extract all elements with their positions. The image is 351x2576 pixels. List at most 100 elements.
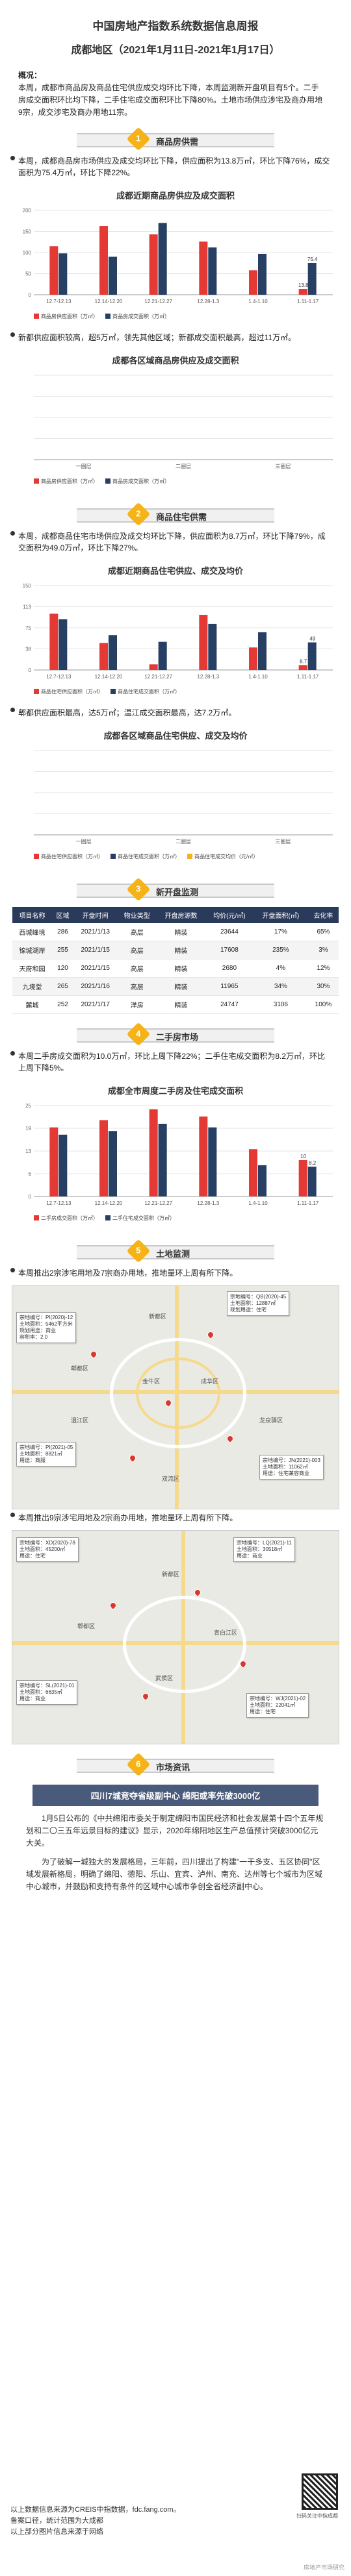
table-row[interactable]: 九境堂 265 2021/1/16 高层 精装 11965 34% 30% (12, 977, 339, 996)
legend-label: 商品住宅成交面积（万㎡） (118, 853, 180, 860)
table-cell: 高层 (117, 959, 157, 978)
news-paragraph-2: 为了破解一城独大的发展格局，三年前，四川提出了构建"一干多支、五区协同"区域发展… (26, 1857, 323, 1891)
s2-chart-2: 成都各区域商品住宅供应、成交及均价 一圈层 二圈层 三圈层 商品住宅供应面积（万㎡） 商… (12, 725, 339, 869)
legend-label: 商品住宅成交均价（元/㎡） (194, 853, 258, 860)
legend-swatch (34, 854, 39, 859)
table-cell: 西城峰境 (12, 923, 52, 941)
bar (149, 1109, 158, 1196)
table-row[interactable]: 麓城 252 2021/1/17 洋房 精装 24747 3106 100% (12, 995, 339, 1014)
table-cell: 34% (253, 977, 308, 996)
table-row[interactable]: 天府和园 120 2021/1/15 高层 精装 2680 4% 12% (12, 959, 339, 978)
section-banner-5: 5 土地监测 (0, 1239, 351, 1265)
land-pin[interactable] (108, 1600, 118, 1611)
table-cell: 洋房 (117, 995, 157, 1014)
s1-chart-2: 成都各区域商品房供应及成交面积 一圈层 二圈层 三圈层 商品房供应面积（万㎡） 商品房成… (12, 350, 339, 494)
legend-label: 商品房供应面积（万㎡） (41, 313, 98, 319)
table-header-cell: 开盘时间 (73, 907, 118, 923)
land-pin[interactable] (88, 1349, 99, 1359)
s5-bullet-1: 本周推出2宗涉宅用地及7宗商办用地，推地量环上周有所下降。 (0, 1265, 351, 1282)
bar (258, 253, 266, 295)
section-number: 3 (136, 884, 141, 894)
table-header-cell: 开盘房源数 (157, 907, 205, 923)
bar (249, 647, 257, 670)
x-tick-label: 三圈层 (275, 464, 291, 469)
section-number: 4 (136, 1028, 141, 1039)
bar (99, 643, 108, 670)
bar (298, 665, 307, 670)
x-tick-label: 二圈层 (176, 464, 191, 469)
land-pin[interactable] (205, 1330, 216, 1340)
legend-swatch (34, 314, 39, 319)
x-tick-label: 12.7-12.13 (46, 674, 72, 680)
land-supply-map[interactable]: 新都区 郫都区 金牛区 成华区 龙泉驿区 双流区 温江区 宗地编号：PI(202… (12, 1285, 339, 1509)
table-header-cell: 物业类型 (117, 907, 157, 923)
table-cell: 高层 (117, 923, 157, 941)
news-paragraph-1: 1月5日公布的《中共绵阳市委关于制定绵阳市国民经济和社会发展第十四个五年规划和二… (26, 1814, 324, 1848)
bar (58, 253, 68, 295)
footer: 以上数据信息来源为CREIS中指数据，fdc.fang.com。 备案口径，统计… (0, 2505, 351, 2538)
land-callout: 宗地编号：XD(2020)-78 土地面积：45200㎡ 用途：住宅 (16, 1537, 79, 1562)
table-cell: 2021/1/15 (73, 941, 118, 960)
map-label: 金牛区 (142, 1378, 161, 1385)
x-tick-label: 1.11-1.17 (297, 674, 319, 680)
s2-bullet-2: 郫都供应面积最高，达5万㎡；温江成交面积最高，达7.2万㎡。 (0, 704, 351, 721)
data-label: 75.4 (307, 256, 318, 262)
table-row[interactable]: 锦城湖岸 255 2021/1/15 高层 精装 17608 235% 3% (12, 941, 339, 960)
bar (58, 619, 68, 670)
table-cell: 4% (253, 959, 308, 978)
bar (199, 615, 208, 670)
table-cell: 2680 (205, 959, 254, 978)
x-tick-label: 12.14-12.20 (95, 674, 123, 680)
legend-swatch (110, 689, 116, 694)
table-header-cell: 区域 (51, 907, 74, 923)
section-banner-3: 3 新开盘监测 (0, 877, 351, 903)
table-cell: 九境堂 (12, 977, 52, 996)
table-cell: 精装 (157, 923, 205, 941)
land-callout: 宗地编号：JN(2021)-003 土地面积：11062㎡ 用途：住宅兼容商业 (259, 1455, 324, 1480)
x-tick-label: 1.11-1.17 (297, 299, 319, 304)
table-cell: 252 (51, 995, 74, 1014)
table-cell: 120 (51, 959, 74, 978)
section-number: 2 (136, 508, 141, 519)
y-tick-label: 150 (23, 583, 32, 589)
land-pin[interactable] (225, 1433, 235, 1444)
land-pin[interactable] (192, 1587, 203, 1598)
legend-swatch (105, 478, 110, 484)
bar (307, 262, 317, 295)
land-pin[interactable] (127, 1453, 138, 1463)
map-label: 郫都区 (77, 1623, 96, 1629)
bar (208, 1127, 217, 1196)
land-deal-map[interactable]: 新都区 郫都区 青白江区 武侯区 宗地编号：XD(2020)-78 土地面积：4… (12, 1530, 339, 1744)
land-pin[interactable] (140, 1691, 151, 1702)
legend-swatch (34, 689, 39, 694)
news-headline[interactable]: 四川7城竞夺省级副中心 绵阳或率先破3000亿 (32, 1785, 318, 1806)
data-label: 8.2 (309, 1160, 317, 1166)
map-label: 郫都区 (71, 1365, 89, 1372)
bar (49, 613, 58, 670)
s4-chart-1: 成都全市周度二手房及住宅成交面积 0 6 13 19 25 12.7-12.13 12.14… (12, 1080, 339, 1231)
land-callout: 宗地编号：PI(2020)-12 土地面积：5462平方米 规划用途：商业 容积… (16, 1312, 77, 1343)
section-banner-1: 1 商品房供需 (0, 127, 351, 153)
table-header-cell: 项目名称 (12, 907, 52, 923)
y-tick-label: 200 (23, 208, 32, 214)
y-tick-label: 150 (23, 229, 32, 235)
y-tick-label: 100 (23, 250, 32, 256)
table-cell: 3% (307, 941, 339, 960)
chart-title: 成都近期商品住宅供应、成交及均价 (107, 566, 243, 576)
qr-note: 扫码关注中指成都 (296, 2513, 338, 2519)
bar (149, 664, 158, 670)
x-tick-label: 12.7-12.13 (46, 1200, 72, 1206)
data-label: 13.8 (298, 282, 309, 288)
bar (49, 1127, 58, 1196)
qr-code (302, 2473, 338, 2510)
table-row[interactable]: 西城峰境 286 2021/1/13 高层 精装 23644 17% 65% (12, 923, 339, 941)
table-header-cell: 开盘面积(㎡) (253, 907, 308, 923)
bar (298, 1160, 307, 1196)
overview-text: 本周，成都市商品房及商品住宅供应成交均环比下降，本周监测新开盘项目有5个。二手房… (18, 83, 323, 117)
y-tick-label: 0 (29, 1194, 32, 1200)
y-tick-label: 113 (23, 604, 31, 610)
legend-label: 商品房成交面积（万㎡） (112, 313, 170, 319)
bar (199, 242, 208, 295)
bar (58, 1134, 68, 1196)
legend-swatch (105, 1215, 110, 1220)
